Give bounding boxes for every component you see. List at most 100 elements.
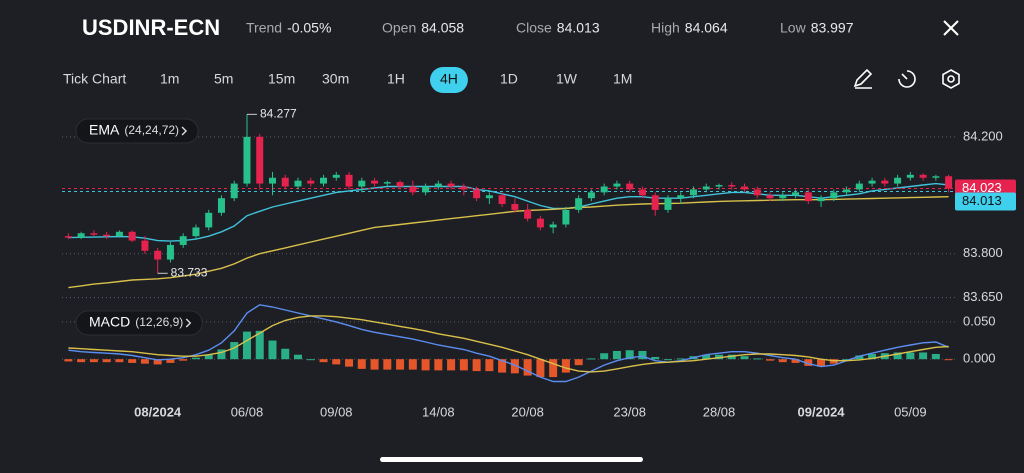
candle-body xyxy=(715,185,723,187)
candle-body xyxy=(804,192,812,202)
candle-body xyxy=(664,198,672,210)
home-indicator xyxy=(380,457,643,462)
chevron xyxy=(181,126,188,136)
y-tick-label: 83.650 xyxy=(963,289,1003,304)
x-tick-label: 05/09 xyxy=(894,404,927,419)
macd-histogram-bar xyxy=(179,359,188,361)
candle-body xyxy=(230,183,238,199)
close-button[interactable] xyxy=(943,20,959,36)
ema-line xyxy=(68,182,949,242)
candle-body xyxy=(638,189,646,196)
macd-histogram-bar xyxy=(727,354,736,360)
timeframe-tab[interactable]: 30m xyxy=(322,71,349,87)
timeframe-tab[interactable]: 5m xyxy=(214,71,233,87)
low-label: 83.733 xyxy=(171,265,208,279)
indicator-pill[interactable] xyxy=(75,118,199,144)
candle-body xyxy=(268,177,276,184)
candle-body xyxy=(830,192,838,199)
macd-histogram-bar xyxy=(523,359,532,376)
timeframe-tab[interactable]: 1W xyxy=(556,71,578,87)
candle-body xyxy=(141,240,149,251)
macd-histogram-bar xyxy=(242,331,251,360)
macd-histogram-bar xyxy=(64,359,73,362)
candle-body xyxy=(90,233,98,235)
candle-body xyxy=(371,180,379,184)
candle-body xyxy=(434,183,442,187)
macd-histogram-bar xyxy=(855,355,864,360)
macd-histogram-bar xyxy=(931,353,940,360)
timeframe-tab[interactable]: 15m xyxy=(268,71,295,87)
stat-value: -0.05% xyxy=(287,20,331,36)
macd-histogram-bar xyxy=(612,350,621,360)
macd-histogram-bar xyxy=(753,358,762,360)
stat-value: 84.013 xyxy=(557,20,600,36)
macd-histogram-bar xyxy=(510,359,519,374)
timer-button[interactable] xyxy=(898,70,916,88)
settings-button[interactable] xyxy=(942,69,960,89)
stat-value: 83.997 xyxy=(811,20,854,36)
macd-histogram-bar xyxy=(140,359,149,364)
macd-histogram-bar xyxy=(829,359,838,364)
timeframe-tab[interactable]: 4H xyxy=(440,71,458,87)
candle-body xyxy=(243,136,251,184)
candle-body xyxy=(511,204,519,210)
candle-body xyxy=(728,185,736,187)
y-tick-label: 84.200 xyxy=(963,128,1003,143)
candle-body xyxy=(868,180,876,184)
macd-histogram-bar xyxy=(77,359,86,363)
timeframe-tab[interactable]: 1m xyxy=(160,71,179,87)
candle-body xyxy=(179,236,187,245)
active-tab-bg xyxy=(430,67,468,93)
macd-histogram-bar xyxy=(383,359,392,370)
candle-body xyxy=(345,174,353,187)
candle-body xyxy=(447,183,455,187)
candle-body xyxy=(843,189,851,193)
macd-histogram-bar xyxy=(651,356,660,360)
macd-histogram-bar xyxy=(102,359,111,363)
candle-body xyxy=(64,236,72,238)
stat-label: Close xyxy=(516,20,552,36)
macd-histogram-bar xyxy=(714,354,723,360)
macd-histogram-bar xyxy=(663,359,672,361)
candle-body xyxy=(103,234,111,237)
candle-body xyxy=(281,177,289,187)
ema-line xyxy=(68,196,949,289)
candle-body xyxy=(741,186,749,190)
macd-histogram-bar xyxy=(919,352,928,360)
timeframe-tab[interactable]: 1H xyxy=(387,71,405,87)
macd-histogram-bar xyxy=(868,353,877,360)
indicator-pill[interactable] xyxy=(75,310,203,336)
candle-body xyxy=(128,231,136,241)
symbol: USDINR-ECN xyxy=(82,15,220,40)
stat-value: 84.064 xyxy=(685,20,728,36)
candle-body xyxy=(613,183,621,187)
draw-button[interactable] xyxy=(853,68,873,89)
stat-label: Open xyxy=(382,20,416,36)
candle-body xyxy=(600,186,608,193)
candle-body xyxy=(205,212,213,228)
candle-body xyxy=(587,192,595,199)
last-price-label: 84.023 xyxy=(962,180,1002,195)
candle-body xyxy=(192,227,200,237)
timeframe-tab[interactable]: Tick Chart xyxy=(63,71,126,87)
macd-histogram-bar xyxy=(357,359,366,369)
macd-histogram-bar xyxy=(702,354,711,360)
macd-histogram-bar xyxy=(294,354,303,360)
candle-body xyxy=(753,189,761,196)
y-tick-label: 0.050 xyxy=(963,313,996,328)
macd-histogram-bar xyxy=(459,359,468,371)
candle-body xyxy=(332,174,340,178)
x-tick-label: 09/08 xyxy=(320,404,353,419)
candle-body xyxy=(817,198,825,202)
macd-histogram-bar xyxy=(587,358,596,360)
timeframe-tab[interactable]: 1M xyxy=(613,71,632,87)
macd-histogram-bar xyxy=(485,359,494,372)
macd-histogram-bar xyxy=(408,359,417,370)
macd-histogram-bar xyxy=(600,353,609,360)
candle-body xyxy=(396,182,404,187)
candle-body xyxy=(677,195,685,199)
timeframe-tab[interactable]: 1D xyxy=(500,71,518,87)
macd-histogram-bar xyxy=(804,359,813,366)
candle-body xyxy=(294,180,302,187)
macd-histogram-bar xyxy=(625,350,634,360)
